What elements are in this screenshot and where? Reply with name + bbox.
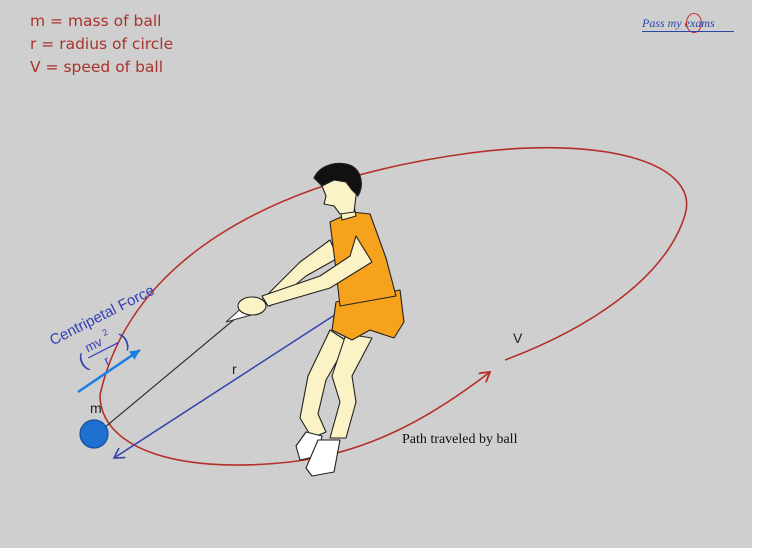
force-fraction-bar <box>88 341 119 359</box>
force-title: Centripetal Force <box>47 282 157 349</box>
orbit-lower-arc-arrow <box>99 372 490 466</box>
athlete <box>237 162 405 477</box>
athlete-hands <box>237 296 267 316</box>
force-exponent: 2 <box>101 327 110 338</box>
legend-radius: r = radius of circle <box>30 35 174 53</box>
logo-ring-mark <box>686 13 702 33</box>
velocity-label: V <box>513 330 523 346</box>
athlete-front-leg <box>329 333 373 439</box>
force-numerator: mv <box>82 334 105 355</box>
legend-mass: m = mass of ball <box>30 12 162 30</box>
athlete-front-arm <box>261 235 373 307</box>
logo-underline <box>642 31 734 32</box>
logo: Pass my exams <box>642 13 734 33</box>
athlete-hair <box>313 162 362 197</box>
ball <box>79 419 109 449</box>
force-denominator: r <box>101 352 112 368</box>
path-label: Path traveled by ball <box>402 432 518 447</box>
athlete-front-shoe <box>305 439 341 477</box>
force-arrow <box>77 348 141 394</box>
ball-label: m <box>90 400 102 416</box>
radius-label: r <box>232 361 237 377</box>
legend-speed: V = speed of ball <box>30 58 164 76</box>
hammer-cable <box>103 317 237 429</box>
legend: m = mass of ball r = radius of circle V … <box>30 10 173 79</box>
orbit-upper-arc <box>99 147 688 396</box>
